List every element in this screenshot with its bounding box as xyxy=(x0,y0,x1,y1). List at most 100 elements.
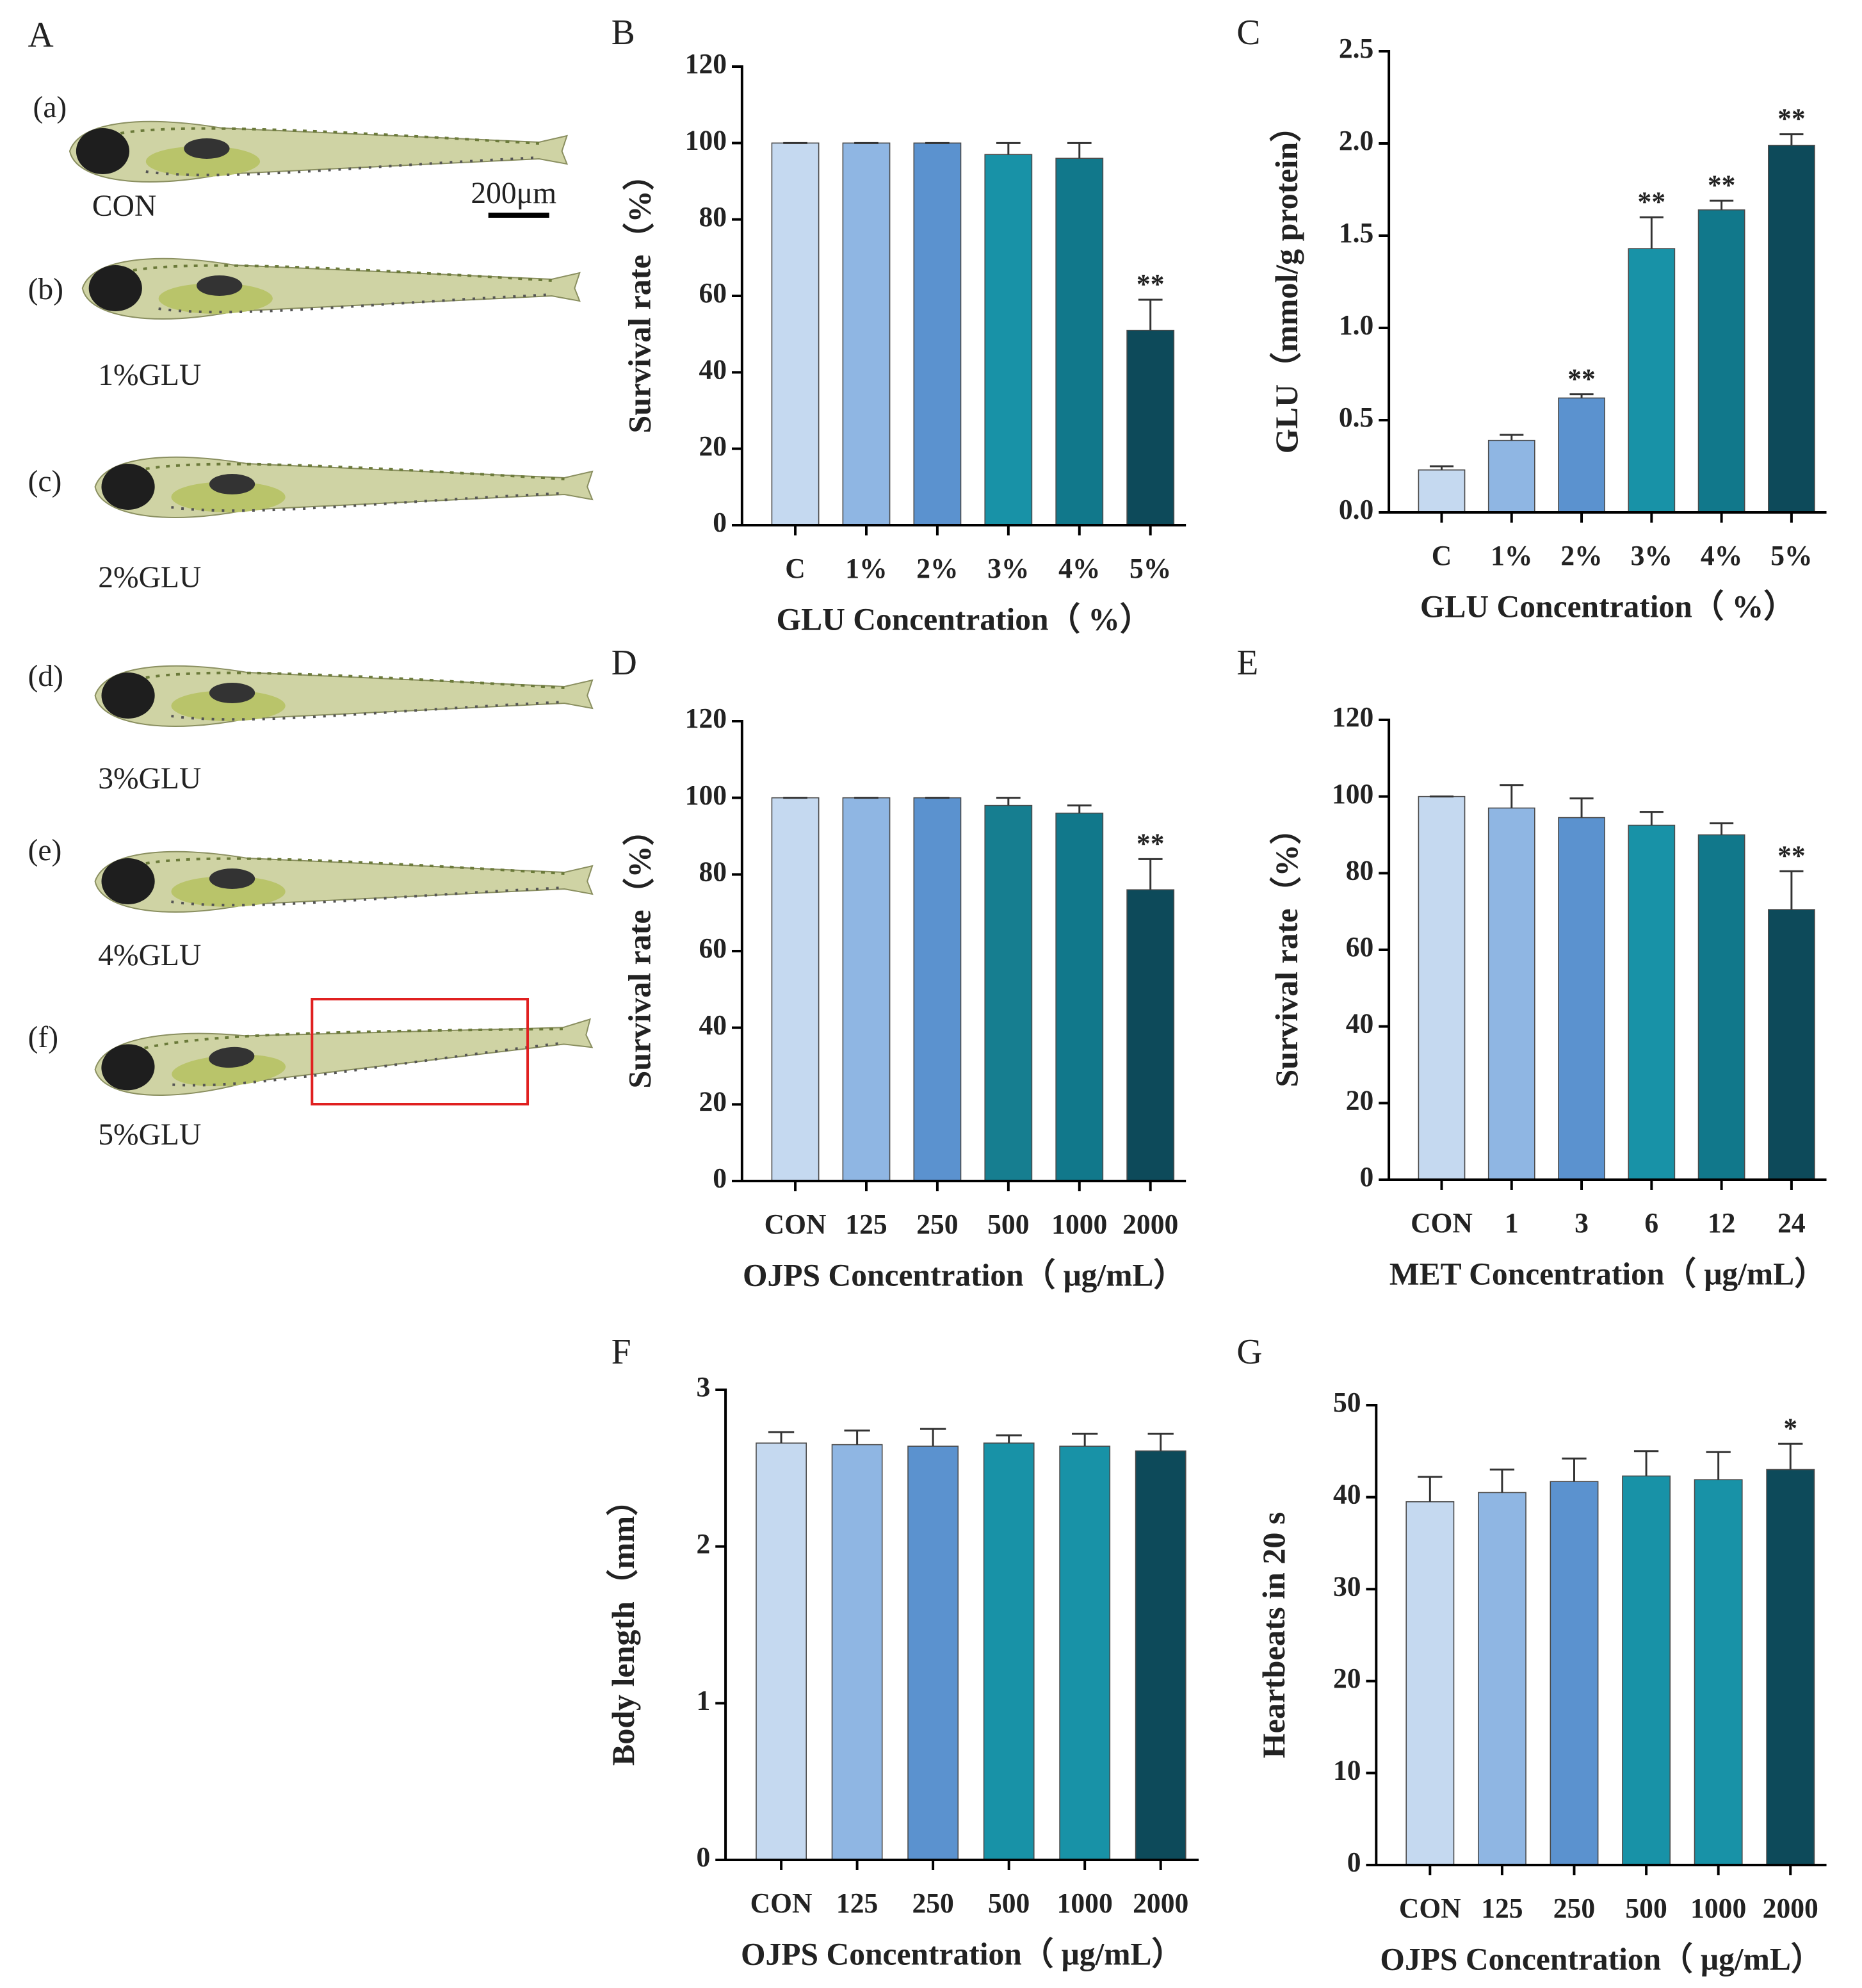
x-tick-label: 500 xyxy=(988,1888,1030,1919)
fish-tag: (f) xyxy=(28,1020,59,1054)
x-tick-label: 250 xyxy=(916,1209,958,1240)
x-tick-label: 125 xyxy=(1481,1893,1523,1924)
significance-label: ** xyxy=(1777,840,1806,871)
y-axis-label: GLU（mmol/g protein） xyxy=(1269,110,1304,453)
panel-letter: F xyxy=(611,1332,631,1372)
y-tick-label: 60 xyxy=(699,933,727,964)
fish-tag: (d) xyxy=(28,659,63,693)
x-tick-label: 2000 xyxy=(1122,1209,1178,1240)
x-tick-label: 1000 xyxy=(1057,1888,1113,1919)
significance-label: ** xyxy=(1137,828,1165,859)
x-tick-label: 500 xyxy=(987,1209,1029,1240)
y-tick-label: 0.0 xyxy=(1339,494,1373,525)
y-axis-label: Heartbeats in 20 s xyxy=(1256,1512,1291,1759)
bar xyxy=(1059,1446,1111,1861)
bar xyxy=(1558,397,1605,513)
bar xyxy=(913,142,962,526)
bar xyxy=(1628,824,1676,1180)
fish-label: 5%GLU xyxy=(98,1118,201,1152)
fish-label: 4%GLU xyxy=(98,938,201,972)
x-tick-label: 5% xyxy=(1770,541,1812,571)
bar xyxy=(984,804,1033,1182)
bar xyxy=(842,142,891,526)
x-tick-label: 4% xyxy=(1701,541,1742,571)
bar xyxy=(1550,1481,1599,1866)
y-tick-label: 0 xyxy=(713,1163,727,1194)
y-tick-label: 0 xyxy=(1347,1847,1361,1878)
y-tick-label: 40 xyxy=(699,1010,727,1041)
x-tick-label: 6 xyxy=(1644,1208,1658,1239)
y-tick-label: 120 xyxy=(685,49,727,79)
x-tick-label: 2000 xyxy=(1133,1888,1188,1919)
fish-image xyxy=(92,1004,595,1102)
y-tick-label: 1.0 xyxy=(1339,310,1373,341)
bar xyxy=(1697,834,1745,1180)
x-axis-label: MET Concentration（ μg/mL） xyxy=(1389,1256,1826,1291)
x-tick-label: CON xyxy=(1411,1208,1473,1239)
bar xyxy=(1768,909,1815,1180)
bar xyxy=(1135,1450,1186,1861)
x-tick-label: 500 xyxy=(1625,1893,1667,1924)
fish-tag: (e) xyxy=(28,833,62,867)
bar xyxy=(771,142,820,526)
bar xyxy=(1055,158,1104,526)
x-tick-label: 3% xyxy=(1631,541,1672,571)
fish-label: CON xyxy=(92,189,156,223)
x-axis-label: OJPS Concentration（ μg/mL） xyxy=(743,1257,1185,1292)
bar xyxy=(1558,817,1605,1180)
y-tick-label: 100 xyxy=(685,125,727,156)
y-tick-label: 50 xyxy=(1333,1387,1361,1418)
y-tick-label: 2 xyxy=(697,1529,711,1560)
y-tick-label: 0.5 xyxy=(1339,402,1373,433)
scale-bar-label: 200μm xyxy=(471,176,556,210)
y-tick-label: 60 xyxy=(1346,932,1374,963)
x-axis-label: OJPS Concentration（ μg/mL） xyxy=(1380,1941,1822,1976)
x-tick-label: C xyxy=(785,553,805,584)
fish-tag: (c) xyxy=(28,464,62,498)
highlight-box xyxy=(311,998,530,1105)
bar xyxy=(913,797,962,1182)
panel-letter: C xyxy=(1236,13,1260,53)
bar xyxy=(1055,812,1104,1182)
x-tick-label: CON xyxy=(750,1888,813,1919)
fish-label: 1%GLU xyxy=(98,358,201,392)
x-tick-label: 3% xyxy=(987,553,1029,584)
fish-label: 2%GLU xyxy=(98,560,201,594)
x-tick-label: 2000 xyxy=(1763,1893,1818,1924)
x-tick-label: 3 xyxy=(1575,1208,1589,1239)
bar xyxy=(831,1444,883,1861)
bar xyxy=(1766,1469,1815,1866)
y-tick-label: 20 xyxy=(1346,1085,1374,1116)
bar xyxy=(771,797,820,1182)
y-tick-label: 20 xyxy=(699,1086,727,1117)
bar xyxy=(1487,439,1535,513)
bar xyxy=(1487,807,1535,1180)
x-tick-label: CON xyxy=(1399,1893,1461,1924)
y-tick-label: 3 xyxy=(697,1372,711,1403)
x-tick-label: 4% xyxy=(1058,553,1100,584)
x-tick-label: 125 xyxy=(845,1209,887,1240)
y-axis-label: Survival rate（%） xyxy=(622,158,658,433)
y-tick-label: 40 xyxy=(1346,1009,1374,1039)
bar xyxy=(1768,145,1815,513)
x-tick-label: 12 xyxy=(1708,1208,1736,1239)
fish-image xyxy=(68,120,569,183)
y-axis-label: Body length（mm） xyxy=(606,1484,641,1766)
y-tick-label: 100 xyxy=(1332,779,1373,810)
bar xyxy=(984,154,1033,526)
x-tick-label: 1% xyxy=(1491,541,1532,571)
y-tick-label: 10 xyxy=(1333,1755,1361,1786)
bar xyxy=(983,1442,1035,1861)
panel-letter: A xyxy=(28,15,54,55)
x-tick-label: 250 xyxy=(912,1888,953,1919)
y-tick-label: 20 xyxy=(699,431,727,462)
bar xyxy=(1418,469,1466,513)
y-tick-label: 0 xyxy=(1360,1162,1374,1193)
y-tick-label: 100 xyxy=(685,780,727,811)
fish-image xyxy=(93,455,594,519)
fish-image xyxy=(93,850,594,913)
significance-label: ** xyxy=(1567,364,1596,395)
significance-label: ** xyxy=(1777,104,1806,134)
bar xyxy=(1622,1475,1671,1866)
